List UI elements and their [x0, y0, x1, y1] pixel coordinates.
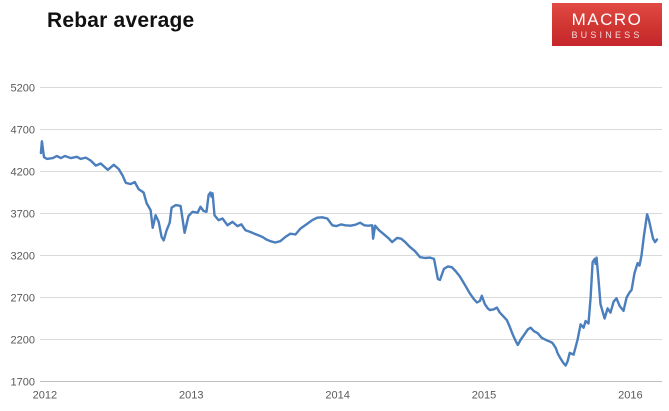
- y-tick-label: 4700: [11, 125, 35, 137]
- y-tick-label: 5200: [11, 83, 35, 95]
- y-tick-label: 1700: [11, 377, 35, 389]
- chart-title: Rebar average: [47, 9, 195, 32]
- series-line-rebar-average: [39, 140, 659, 367]
- y-tick-label: 4200: [11, 167, 35, 179]
- y-tick-label: 2200: [11, 335, 35, 347]
- y-tick-label: 3200: [11, 251, 35, 263]
- y-tick-label: 3700: [11, 209, 35, 221]
- macrobusiness-logo: MACRO BUSINESS: [552, 3, 662, 46]
- logo-text-macro: MACRO: [571, 9, 643, 29]
- y-tick-label: 2700: [11, 293, 35, 305]
- x-tick-label: 2014: [325, 390, 349, 402]
- x-tick-label: 2012: [33, 390, 57, 402]
- logo-text-business: BUSINESS: [571, 29, 643, 40]
- x-tick-label: 2013: [179, 390, 203, 402]
- x-tick-label: 2016: [618, 390, 642, 402]
- x-tick-label: 2015: [472, 390, 496, 402]
